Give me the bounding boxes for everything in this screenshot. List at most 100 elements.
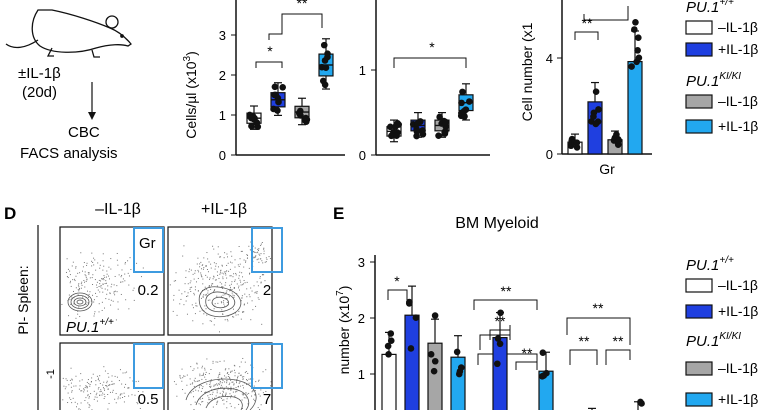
flow-event [221, 286, 223, 288]
flow-event [240, 374, 242, 376]
flow-event [227, 371, 229, 373]
flow-event [233, 384, 235, 386]
flow-event [200, 275, 202, 277]
svg-text:2: 2 [358, 311, 365, 326]
significance-bracket [574, 6, 629, 40]
flow-event [126, 371, 128, 373]
flow-event [98, 387, 100, 389]
significance-star: * [394, 273, 400, 289]
flow-event [88, 273, 90, 275]
flow-event [110, 268, 112, 270]
data-point [460, 107, 468, 115]
significance-star: ** [579, 333, 590, 349]
flow-event [241, 376, 243, 378]
facs-analysis-label: FACS analysis [20, 145, 118, 162]
flow-event [233, 364, 235, 366]
flow-plot-ki-minus [59, 342, 165, 410]
flow-event [90, 381, 92, 383]
flow-event [71, 402, 73, 404]
flow-event [208, 397, 210, 399]
flow-event [113, 291, 115, 293]
flow-event [230, 370, 232, 372]
significance-star: ** [613, 333, 624, 349]
flow-event [67, 402, 69, 404]
flow-event [173, 299, 175, 301]
flow-event [78, 408, 80, 410]
flow-event [216, 403, 218, 405]
flow-event [240, 385, 242, 387]
flow-event [202, 374, 204, 376]
flow-plot-wt-minus [59, 226, 165, 336]
flow-event [112, 383, 114, 385]
flow-event [198, 403, 200, 405]
flow-event [215, 265, 217, 267]
flow-event [102, 260, 104, 262]
flow-event [234, 279, 236, 281]
flow-event [241, 393, 243, 395]
flow-event [137, 390, 139, 392]
flow-event [196, 305, 198, 307]
flow-event [121, 383, 123, 385]
flow-event [99, 291, 101, 293]
flow-event [89, 277, 91, 279]
flow-event [217, 377, 219, 379]
flow-event [220, 269, 222, 271]
data-point [387, 337, 395, 345]
flow-event [212, 245, 214, 247]
flow-event [97, 377, 99, 379]
bar-1 [587, 81, 603, 155]
flow-event [242, 384, 244, 386]
data-point [412, 314, 420, 321]
data-point [431, 357, 439, 365]
flow-event [102, 253, 104, 255]
flow-event [212, 278, 214, 280]
data-point [253, 119, 261, 126]
legend-item: +IL-1β [718, 303, 758, 319]
flow-event [92, 283, 94, 285]
flow-event [202, 401, 204, 403]
flow-event [115, 402, 117, 404]
flow-event [179, 376, 181, 378]
flow-event [261, 323, 263, 325]
legend-item: –IL-1β [718, 277, 758, 293]
flow-event [229, 275, 231, 277]
data-point [573, 139, 581, 146]
top-bar-chart: Cell number (x1 0 4 ** Gr [519, 0, 652, 177]
flow-event [67, 268, 69, 270]
flow-event [69, 274, 71, 276]
flow-event [213, 275, 215, 277]
flow-event [114, 294, 116, 296]
flow-event [238, 275, 240, 277]
flow-event [254, 400, 256, 402]
flow-event [176, 314, 178, 316]
flow-event [203, 313, 205, 315]
flow-event [121, 393, 123, 395]
flow-event [216, 285, 218, 287]
flow-event [78, 306, 80, 308]
flow-event [234, 280, 236, 282]
flow-event [207, 299, 209, 301]
flow-event [230, 386, 232, 388]
flow-event [113, 383, 115, 385]
flow-event [249, 296, 251, 298]
svg-text:0: 0 [546, 147, 553, 162]
flow-event [210, 385, 212, 387]
flow-event [209, 382, 211, 384]
flow-event [127, 272, 129, 274]
legend-item: +IL-1β [718, 41, 758, 57]
flow-event [74, 280, 76, 282]
gate-percent-wt-minus: 0.2 [138, 282, 159, 299]
flow-event [207, 258, 209, 260]
flow-event [254, 394, 256, 396]
flow-event [75, 375, 77, 377]
flow-event [242, 407, 244, 409]
flow-event [122, 281, 124, 283]
flow-event [199, 373, 201, 375]
data-point [442, 118, 449, 126]
flow-event [95, 269, 97, 271]
flow-event [259, 408, 261, 410]
flow-event [255, 255, 257, 257]
legend-top: PU.1+/+ –IL-1β +IL-1β PU.1KI/KI –IL-1β +… [685, 0, 758, 134]
flow-event [102, 384, 104, 386]
flow-event [207, 402, 209, 404]
